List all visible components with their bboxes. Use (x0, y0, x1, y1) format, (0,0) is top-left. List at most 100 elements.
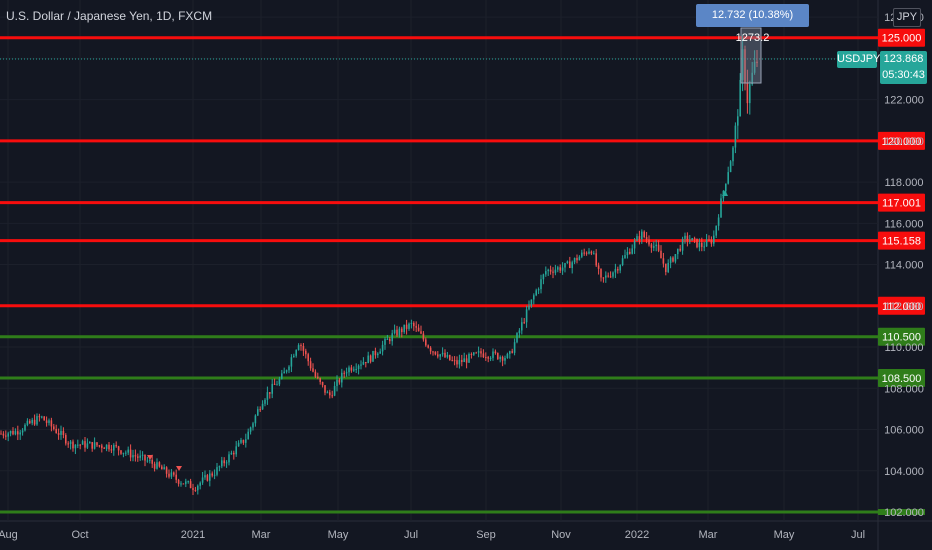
candle-body (753, 61, 756, 73)
candle-body (122, 452, 125, 454)
candle-body (333, 385, 336, 396)
time-axis[interactable]: Aug Oct 2021 Mar May Jul Sep Nov 2022 Mar May Jul (0, 529, 865, 541)
candle-body (50, 420, 53, 427)
candle-body (648, 239, 650, 245)
candle-body (228, 454, 230, 463)
candle-body (590, 251, 593, 254)
candle-body (209, 473, 211, 481)
candle-body (153, 463, 156, 469)
candle-body (749, 84, 751, 104)
candle-body (732, 147, 734, 162)
candle-body (665, 263, 667, 272)
candle-body (377, 353, 379, 356)
candle-body (650, 244, 653, 248)
candle-body (72, 441, 74, 449)
candle-body (173, 472, 175, 475)
candle-body (285, 370, 288, 372)
candle-body (165, 467, 168, 474)
candle-body (573, 258, 576, 263)
candle-body (36, 416, 38, 425)
candle-body (710, 239, 713, 244)
candle-body (120, 450, 122, 454)
candle-body (67, 443, 69, 445)
candle-body (9, 430, 12, 434)
currency-button[interactable]: JPY (893, 8, 921, 27)
candle-body (427, 345, 429, 348)
candle-body (362, 362, 365, 365)
candle-body (571, 262, 573, 268)
measure-tool-label[interactable]: 12.732 (10.38%) 1273.2 (696, 4, 809, 44)
candle-body (86, 443, 89, 448)
candle-body (746, 82, 749, 104)
candle-body (115, 445, 117, 447)
candle-body (398, 328, 401, 336)
candle-body (98, 445, 101, 447)
candle-body (108, 444, 110, 450)
candle-body (523, 322, 525, 324)
candle-body (247, 431, 249, 440)
candle-body (729, 161, 732, 173)
candle-body (499, 356, 501, 359)
candle-body (701, 242, 703, 247)
candle-body (77, 444, 79, 446)
candle-body (355, 368, 357, 370)
x-tick-label: May (774, 529, 795, 541)
candle-body (252, 423, 254, 428)
candle-body (614, 269, 617, 273)
candle-body (739, 79, 741, 117)
candle-body (410, 322, 413, 324)
candle-body (684, 235, 686, 239)
candle-body (715, 225, 717, 236)
candle-body (619, 265, 621, 271)
candle-body (612, 272, 614, 277)
candle-body (93, 442, 96, 449)
candle-body (602, 277, 605, 279)
candle-body (79, 444, 81, 446)
candle-body (331, 395, 333, 397)
candle-body (432, 351, 434, 353)
candle-body (185, 481, 187, 484)
candle-body (535, 290, 537, 296)
candle-body (19, 432, 21, 435)
candle-body (705, 239, 708, 247)
candle-body (278, 378, 281, 385)
horizontal-levels[interactable]: 125.000 120.000 117.001 115.158 112.000 110.5… (0, 28, 925, 515)
candle-body (537, 289, 540, 291)
candle-body (360, 364, 362, 366)
candle-body (441, 352, 444, 355)
candle-body (389, 339, 391, 342)
candle-body (365, 362, 367, 364)
candle-body (201, 477, 204, 483)
y-tick-label: 104.000 (884, 466, 924, 478)
candle-body (139, 455, 141, 458)
candle-body (338, 379, 341, 383)
measure-range-box[interactable] (740, 27, 762, 84)
level-badge (878, 296, 925, 315)
candle-body (542, 274, 545, 280)
level-badge (878, 131, 925, 150)
candle-body (266, 392, 269, 400)
y-tick-label: 120.000 (884, 136, 924, 148)
candle-body (408, 323, 410, 329)
candle-body (720, 198, 722, 218)
candle-body (458, 359, 461, 365)
x-tick-label: 2021 (181, 529, 205, 541)
candle-body (744, 49, 746, 83)
candle-body (43, 416, 45, 421)
y-tick-label: 106.000 (884, 425, 924, 437)
candle-body (379, 351, 381, 354)
y-tick-label: 118.000 (885, 177, 924, 189)
candle-body (249, 427, 252, 432)
candle-body (269, 392, 271, 394)
candle-body (446, 355, 449, 358)
x-tick-label: Mar (252, 529, 271, 541)
candle-body (725, 183, 727, 191)
x-tick-label: Nov (551, 529, 571, 541)
candle-body (158, 462, 161, 467)
candle-body (417, 327, 420, 332)
level-badge-label: 110.500 (882, 332, 921, 344)
last-price-badge: 123.868 05:30:43 (880, 51, 927, 84)
candle-body (554, 269, 557, 273)
y-tick-label: 108.000 (884, 383, 924, 395)
